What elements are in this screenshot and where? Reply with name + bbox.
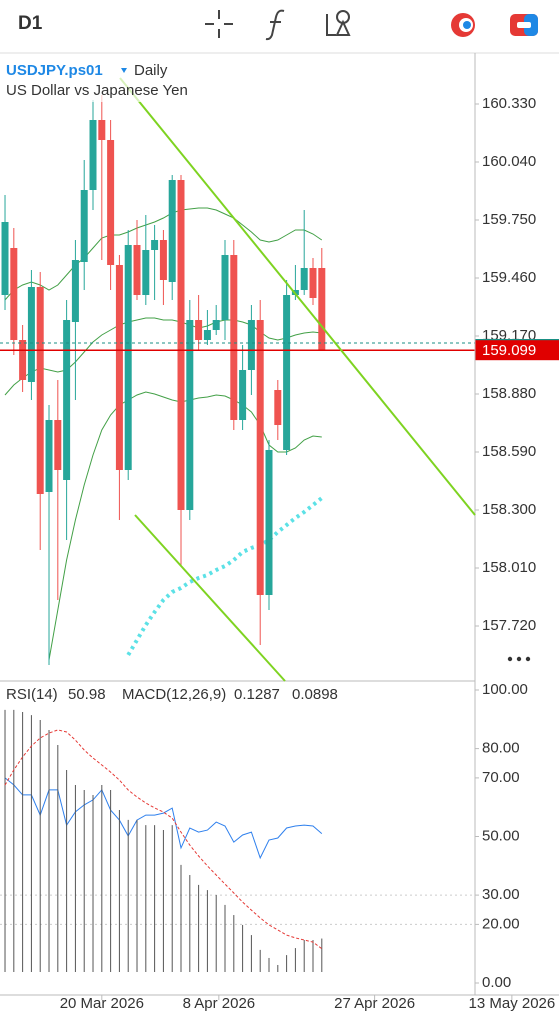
y-tick-label: 0.00: [482, 974, 511, 991]
y-tick-label: 158.010: [482, 559, 536, 576]
candle-body: [63, 320, 71, 480]
period: Daily: [134, 62, 168, 79]
candle-body: [98, 120, 106, 140]
y-tick-label: 159.460: [482, 269, 536, 286]
candle-body: [230, 255, 238, 420]
candle-body: [115, 265, 123, 470]
plot: 160.330160.040159.750159.460159.170158.8…: [0, 95, 559, 1012]
candle-body: [10, 248, 18, 340]
bollinger-band: [4, 317, 322, 396]
candle-body: [45, 420, 53, 492]
symbol[interactable]: USDJPY.ps01: [6, 62, 103, 79]
x-tick-label: 27 Apr 2026: [334, 995, 415, 1012]
price-label: 159.099: [482, 342, 536, 359]
indicator-icon[interactable]: [265, 9, 285, 41]
price-label-box: [475, 340, 559, 361]
candle-body: [239, 370, 247, 420]
candle-body: [107, 140, 115, 265]
account-icon[interactable]: [451, 13, 475, 37]
subtitle: US Dollar vs Japanese Yen: [6, 82, 188, 99]
y-tick-label: 158.880: [482, 385, 536, 402]
macd-value: 0.1287: [234, 686, 280, 703]
candle-body: [247, 320, 255, 370]
y-tick-label: 80.00: [482, 740, 520, 757]
candle-body: [212, 320, 220, 330]
candle-body: [195, 320, 203, 340]
candle-body: [151, 240, 159, 250]
trade-icon[interactable]: [510, 14, 538, 36]
candle-body: [71, 260, 79, 322]
candle-body: [142, 250, 150, 295]
y-tick-label: 157.720: [482, 617, 536, 634]
objects-icon[interactable]: [326, 10, 351, 36]
x-tick-label: 8 Apr 2026: [183, 995, 256, 1012]
candle-body: [318, 268, 326, 351]
candle-body: [177, 180, 185, 510]
y-tick-label: 159.750: [482, 211, 536, 228]
y-tick-label: 30.00: [482, 886, 520, 903]
candle-body: [36, 287, 44, 494]
legend-bg: [4, 60, 226, 102]
macd-signal-value: 0.0898: [292, 686, 338, 703]
y-tick-label: 70.00: [482, 769, 520, 786]
y-tick-label: 50.00: [482, 827, 520, 844]
candle-body: [168, 180, 176, 282]
candle-body: [19, 340, 27, 380]
candle-body: [27, 287, 35, 382]
y-tick-label: 20.00: [482, 915, 520, 932]
candle-body: [1, 222, 9, 295]
candle-body: [124, 245, 132, 470]
candle-body: [309, 268, 317, 298]
more-icon[interactable]: [507, 656, 531, 662]
rsi-value: 50.98: [68, 686, 106, 703]
crosshair-icon[interactable]: [205, 10, 233, 38]
candle-body: [274, 390, 282, 425]
candle-body: [89, 120, 97, 190]
y-tick-label: 100.00: [482, 681, 528, 698]
y-tick-label: 160.330: [482, 95, 536, 112]
macd-name: MACD(12,26,9): [122, 686, 226, 703]
candle-body: [80, 190, 88, 262]
bollinger-band: [48, 391, 322, 661]
candle-body: [256, 320, 264, 595]
candle-body: [283, 295, 291, 450]
rsi-name: RSI(14): [6, 686, 58, 703]
symbol-dropdown[interactable]: [121, 68, 127, 73]
y-tick-label: 160.040: [482, 153, 536, 170]
candle-body: [300, 268, 308, 290]
candle-body: [186, 320, 194, 510]
trendline[interactable]: [119, 77, 476, 516]
candle-body: [221, 255, 229, 320]
y-tick-label: 158.590: [482, 443, 536, 460]
x-tick-label: 13 May 2026: [469, 995, 556, 1012]
timeframe[interactable]: D1: [18, 13, 43, 34]
y-tick-label: 158.300: [482, 501, 536, 518]
candle-body: [54, 420, 62, 470]
candle-body: [265, 450, 273, 595]
trendline[interactable]: [134, 514, 286, 682]
candle-body: [203, 330, 211, 340]
candle-body: [133, 245, 141, 295]
x-tick-label: 20 Mar 2026: [60, 995, 144, 1012]
candle-body: [159, 240, 167, 280]
bollinger-band: [4, 207, 323, 301]
